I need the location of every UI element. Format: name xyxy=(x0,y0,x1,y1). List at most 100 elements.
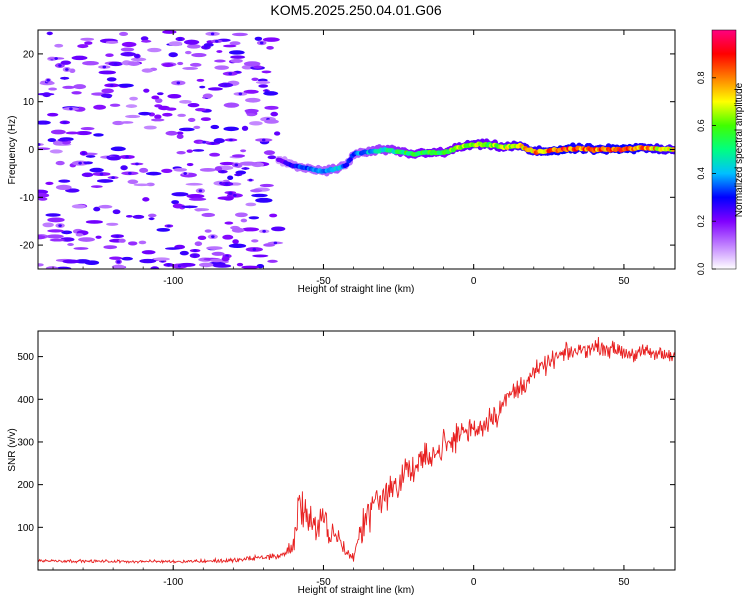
noise-blob xyxy=(71,204,86,209)
noise-blob xyxy=(193,125,201,130)
colorbar-label: Normalized spectral amplitude xyxy=(734,82,745,217)
noise-blob xyxy=(200,117,211,121)
noise-peak xyxy=(149,217,154,221)
colorbar-gradient xyxy=(711,29,737,270)
noise-peak xyxy=(228,72,233,76)
noise-blob xyxy=(98,70,116,75)
noise-peak xyxy=(211,141,215,145)
noise-blob xyxy=(176,134,184,140)
noise-peak xyxy=(167,224,171,228)
noise-blob xyxy=(120,121,134,124)
noise-blob xyxy=(103,245,118,250)
noise-blob xyxy=(120,51,137,57)
noise-blob xyxy=(46,234,64,239)
noise-blob xyxy=(73,247,89,250)
noise-blob xyxy=(223,126,239,132)
spectrogram-xtick-label: -50 xyxy=(316,276,331,287)
noise-blob xyxy=(147,213,157,218)
noise-blob xyxy=(219,161,236,166)
noise-blob xyxy=(50,129,66,135)
noise-blob xyxy=(156,228,171,232)
noise-blob xyxy=(168,52,178,58)
noise-blob xyxy=(140,36,149,41)
noise-peak xyxy=(111,176,115,179)
colorbar-ticks: 0.0 0.2 0.4 0.6 0.8 xyxy=(696,72,716,275)
noise-blob xyxy=(105,53,114,58)
noise-blob xyxy=(47,229,64,233)
noise-blob xyxy=(202,93,213,98)
noise-blob xyxy=(48,87,58,91)
noise-blob xyxy=(197,235,207,241)
noise-blob xyxy=(165,247,181,250)
snr-axes: -100 -50 0 50 100 200 300 400 500 xyxy=(17,331,675,588)
noise-blob xyxy=(38,263,44,267)
noise-blob xyxy=(117,83,134,88)
spectrogram-xtick-label: 50 xyxy=(618,276,630,287)
noise-blob xyxy=(156,92,164,96)
spectrogram-ytick-label: 10 xyxy=(23,97,35,108)
noise-blob xyxy=(90,185,103,188)
noise-blob xyxy=(98,204,113,209)
noise-peak xyxy=(58,64,62,67)
noise-blob xyxy=(224,221,234,225)
noise-blob xyxy=(38,92,55,96)
noise-blob xyxy=(232,239,239,245)
noise-blob xyxy=(188,117,196,123)
spectrogram-ytick-label: 20 xyxy=(23,49,35,60)
noise-peak xyxy=(47,32,52,35)
noise-peak xyxy=(238,92,243,96)
noise-peak xyxy=(135,54,140,58)
noise-blob xyxy=(147,47,162,53)
noise-blob xyxy=(141,250,156,255)
noise-blob xyxy=(167,94,182,99)
noise-blob xyxy=(154,114,162,120)
noise-blob xyxy=(172,203,184,209)
spectrogram-ytick-label: 0 xyxy=(28,145,34,156)
snr-xtick-label: 0 xyxy=(471,577,477,588)
noise-blob xyxy=(162,30,177,34)
noise-blob xyxy=(150,118,165,122)
noise-blob xyxy=(241,227,260,232)
noise-peak xyxy=(65,68,69,71)
noise-blob xyxy=(142,197,150,202)
noise-peak xyxy=(102,65,107,69)
noise-blob xyxy=(54,43,64,48)
noise-blob xyxy=(267,155,277,160)
noise-peak xyxy=(259,41,264,45)
noise-blob xyxy=(211,251,225,256)
noise-peak xyxy=(220,170,225,174)
noise-peak xyxy=(109,83,114,87)
noise-peak xyxy=(64,230,69,234)
noise-blob xyxy=(250,189,263,193)
noise-blob xyxy=(139,258,157,264)
snr-xtick-label: -50 xyxy=(316,577,331,588)
noise-peak xyxy=(122,166,126,170)
noise-blob xyxy=(186,162,194,167)
noise-peak xyxy=(63,120,67,124)
spectrogram-xlabel: Height of straight line (km) xyxy=(298,284,415,295)
snr-plot: -100 -50 0 50 100 200 300 400 500 Height of stra… xyxy=(7,330,676,596)
noise-blob xyxy=(231,32,248,37)
noise-peak xyxy=(113,62,118,66)
snr-xtick-label: 50 xyxy=(618,577,630,588)
noise-blob xyxy=(182,67,199,70)
colorbar-tick-label: 0.8 xyxy=(696,72,706,85)
noise-blob xyxy=(165,107,177,111)
noise-blob xyxy=(38,235,46,240)
noise-blob xyxy=(249,121,263,126)
noise-blob xyxy=(65,131,80,135)
noise-blob xyxy=(47,138,57,143)
noise-peak xyxy=(187,205,192,209)
noise-peak xyxy=(211,235,215,239)
noise-blob xyxy=(85,220,103,224)
snr-ytick-label: 300 xyxy=(17,437,34,448)
noise-blob xyxy=(191,52,207,58)
noise-peak xyxy=(62,179,67,183)
noise-blob xyxy=(184,39,200,45)
noise-blob xyxy=(132,214,145,219)
noise-peak xyxy=(61,138,66,142)
noise-blob xyxy=(93,104,106,110)
noise-blob xyxy=(261,70,272,74)
noise-blob xyxy=(210,124,220,130)
